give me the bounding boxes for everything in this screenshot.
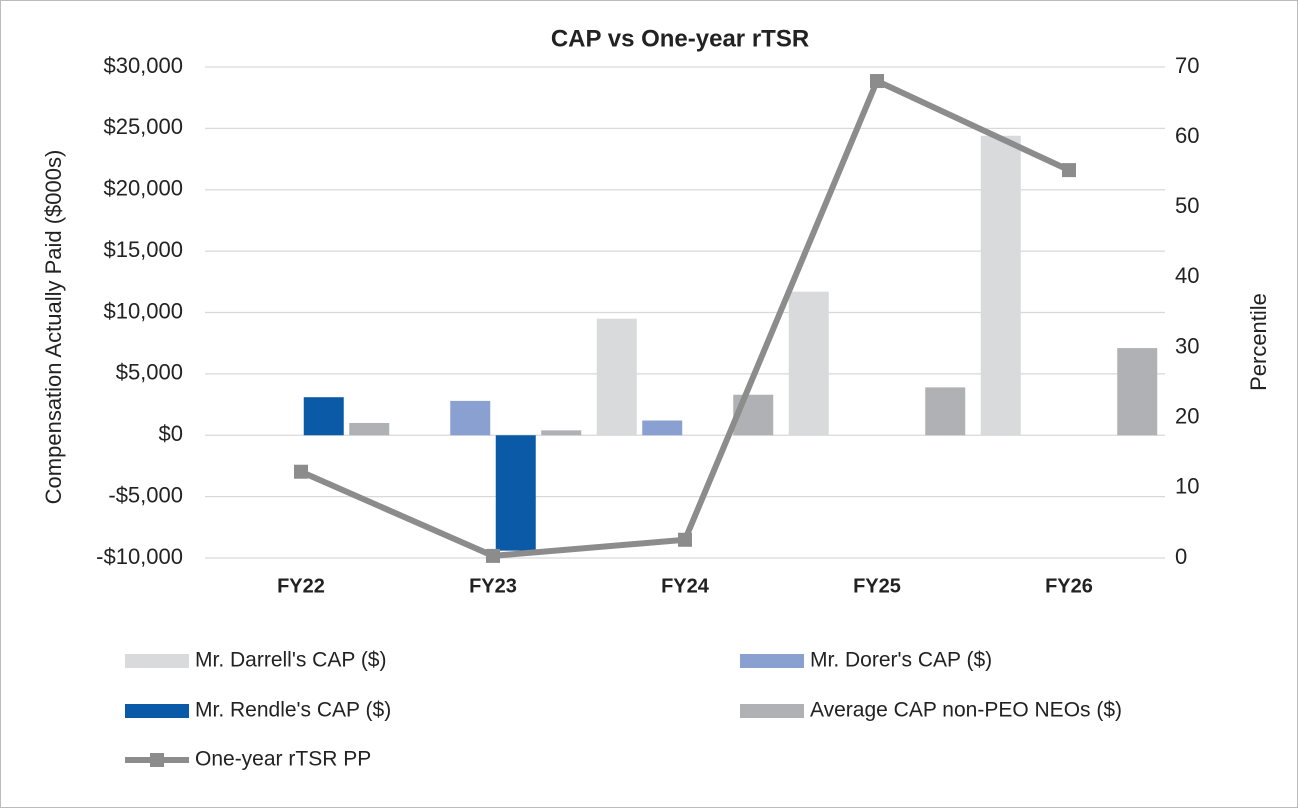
x-tick-label: FY22 [277, 575, 325, 597]
legend-swatch [150, 753, 164, 767]
y-tick-label: $5,000 [116, 360, 183, 385]
legend-label: Mr. Dorer's CAP ($) [810, 649, 992, 672]
y2-tick-label: 0 [1175, 544, 1187, 569]
chart-title: CAP vs One-year rTSR [551, 25, 809, 52]
x-tick-label: FY23 [469, 575, 517, 597]
bar [541, 430, 582, 436]
legend-label: Average CAP non-PEO NEOs ($) [810, 699, 1122, 722]
y-tick-label: $25,000 [103, 114, 183, 139]
line-marker [1062, 163, 1076, 178]
y-axis-title: Compensation Actually Paid ($000s) [41, 150, 66, 505]
legend-swatch [740, 704, 804, 718]
y2-tick-label: 50 [1175, 193, 1199, 218]
legend-label: One-year rTSR PP [195, 748, 371, 771]
bar [495, 435, 536, 551]
x-tick-label: FY25 [853, 575, 901, 597]
x-tick-label: FY26 [1045, 575, 1093, 597]
bar [349, 422, 390, 436]
bar [788, 291, 829, 436]
y2-tick-label: 40 [1175, 263, 1199, 288]
line-marker [678, 532, 692, 547]
y2-tick-label: 20 [1175, 404, 1199, 429]
y-tick-label: $15,000 [103, 237, 183, 262]
bar [596, 318, 637, 436]
y-tick-label: -$5,000 [108, 482, 183, 507]
y-tick-label: $0 [159, 421, 183, 446]
bar [642, 420, 683, 436]
x-tick-label: FY24 [661, 575, 710, 597]
bar [450, 400, 491, 436]
bar [1117, 348, 1158, 436]
y-tick-label: -$10,000 [96, 544, 183, 569]
y2-tick-label: 70 [1175, 53, 1199, 78]
bar [303, 397, 344, 436]
bar [980, 135, 1021, 436]
legend-label: Mr. Rendle's CAP ($) [195, 699, 391, 722]
line-marker [294, 464, 308, 479]
y2-tick-label: 60 [1175, 123, 1199, 148]
legend-swatch [125, 704, 189, 718]
y-tick-label: $20,000 [103, 176, 183, 201]
y2-axis-title: Percentile [1246, 293, 1271, 391]
bar [925, 387, 966, 436]
legend-label: Mr. Darrell's CAP ($) [195, 649, 386, 672]
y-tick-label: $10,000 [103, 298, 183, 323]
y-tick-label: $30,000 [103, 53, 183, 78]
line-marker [870, 74, 884, 89]
y2-tick-label: 10 [1175, 474, 1199, 499]
y2-tick-label: 30 [1175, 333, 1199, 358]
legend-swatch [740, 654, 804, 668]
line-marker [486, 548, 500, 563]
legend-swatch [125, 654, 189, 668]
